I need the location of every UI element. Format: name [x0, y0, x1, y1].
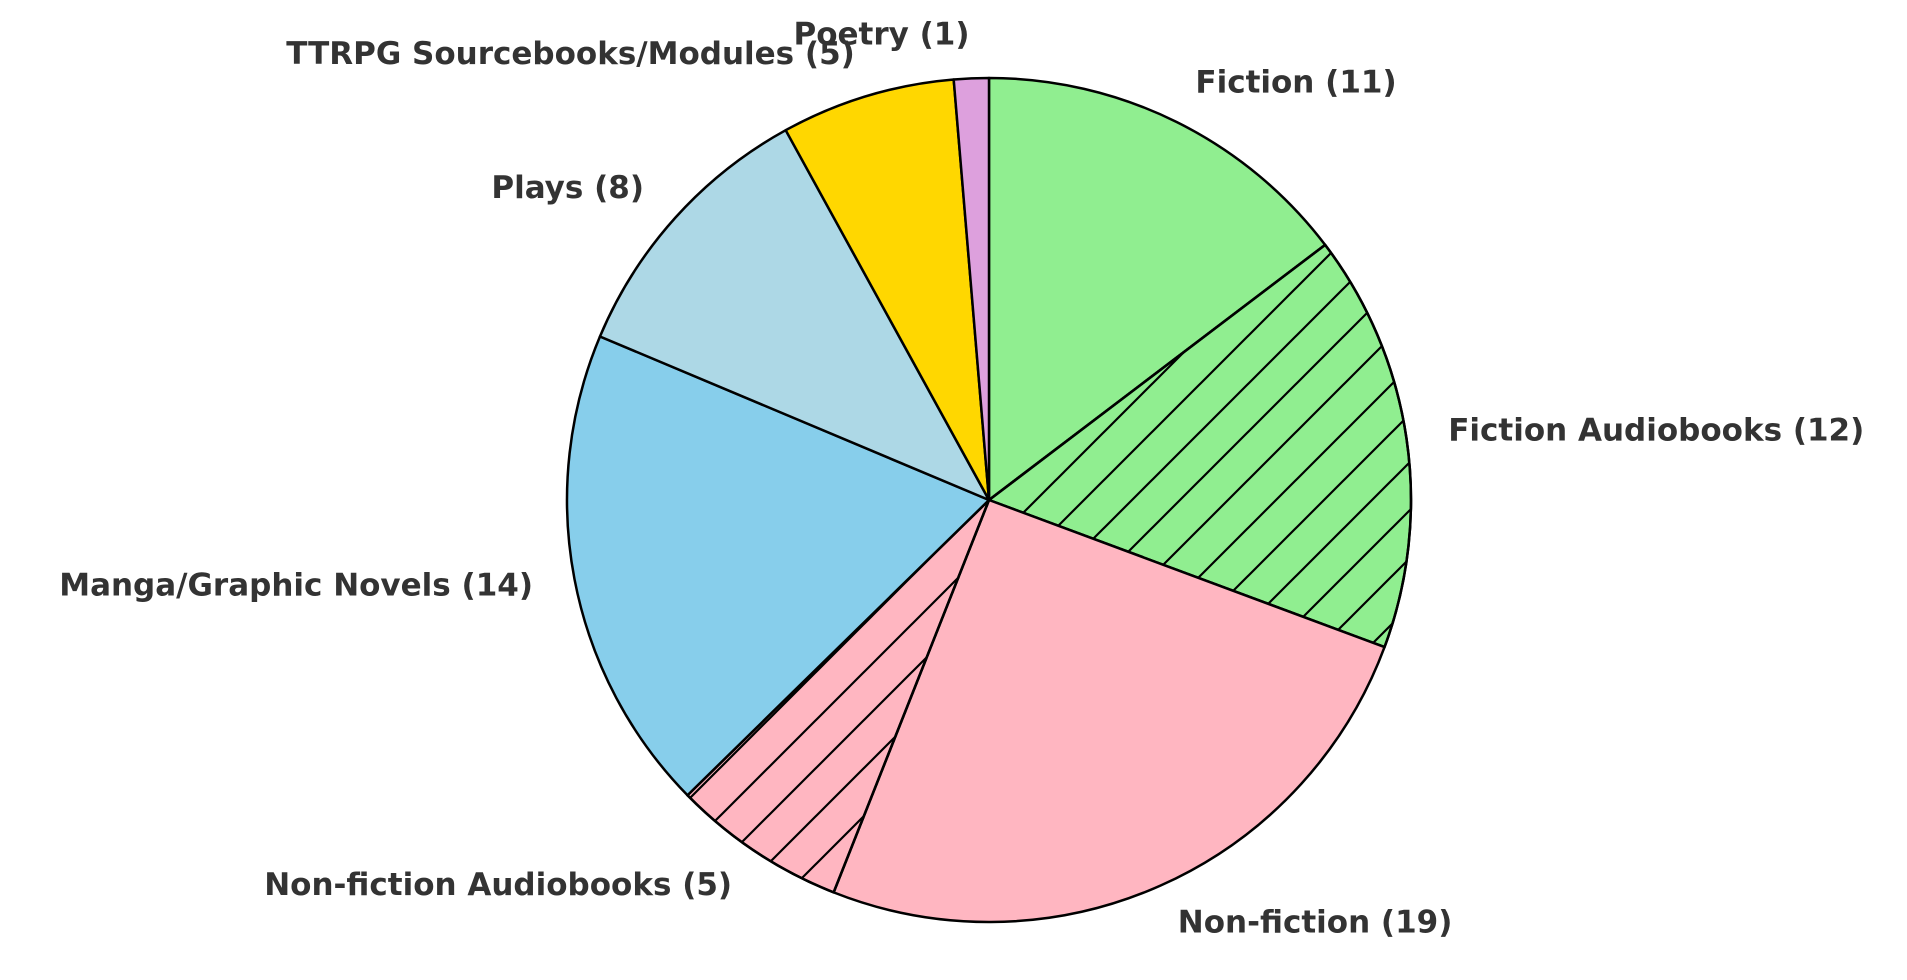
- pie-label-fiction-audiobooks: Fiction Audiobooks (12): [1448, 413, 1864, 449]
- pie-slice-fiction: [987, 76, 1327, 502]
- pie-label-manga-graphic-novels: Manga/Graphic Novels (14): [59, 567, 533, 603]
- pie-labels: Fiction (11) Fiction Audiobooks (12) Non-f…: [59, 17, 1864, 941]
- pie-label-ttrpg-sourcebooks-modules: TTRPG Sourcebooks/Modules (5): [286, 36, 855, 72]
- pie-slice-hatch-fiction-audiobooks: [987, 243, 1413, 649]
- pie-slice-hatch-non-fiction-audiobooks: [686, 498, 991, 894]
- pie-label-poetry: Poetry (1): [793, 17, 969, 53]
- pie-label-fiction: Fiction (11): [1195, 65, 1396, 101]
- pie-slice-manga-graphic-novels: [565, 335, 991, 797]
- pie-label-non-fiction: Non-fiction (19): [1178, 905, 1453, 941]
- pie-label-non-fiction-audiobooks: Non-fiction Audiobooks (5): [264, 867, 732, 903]
- pie-label-plays: Plays (8): [491, 170, 644, 206]
- pie-slice-poetry: [952, 76, 991, 502]
- pie-slice-plays: [598, 128, 991, 502]
- pie-slice-non-fiction: [832, 498, 1386, 924]
- pie-slice-ttrpg-sourcebooks-modules: [784, 78, 991, 502]
- pie-slices: [565, 76, 1413, 924]
